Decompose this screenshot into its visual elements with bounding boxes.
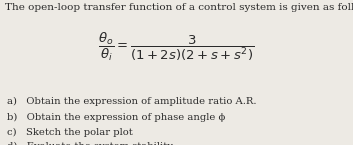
- Text: d)   Evaluate the system stability: d) Evaluate the system stability: [7, 142, 173, 145]
- Text: The open-loop transfer function of a control system is given as follow:: The open-loop transfer function of a con…: [5, 3, 353, 12]
- Text: c)   Sketch the polar plot: c) Sketch the polar plot: [7, 128, 133, 137]
- Text: a)   Obtain the expression of amplitude ratio A.R.: a) Obtain the expression of amplitude ra…: [7, 97, 257, 106]
- Text: $\dfrac{\theta_o}{\theta_i} = \dfrac{3}{(1+2s)(2+s+s^2)}$: $\dfrac{\theta_o}{\theta_i} = \dfrac{3}{…: [98, 30, 255, 63]
- Text: b)   Obtain the expression of phase angle ϕ: b) Obtain the expression of phase angle …: [7, 113, 226, 122]
